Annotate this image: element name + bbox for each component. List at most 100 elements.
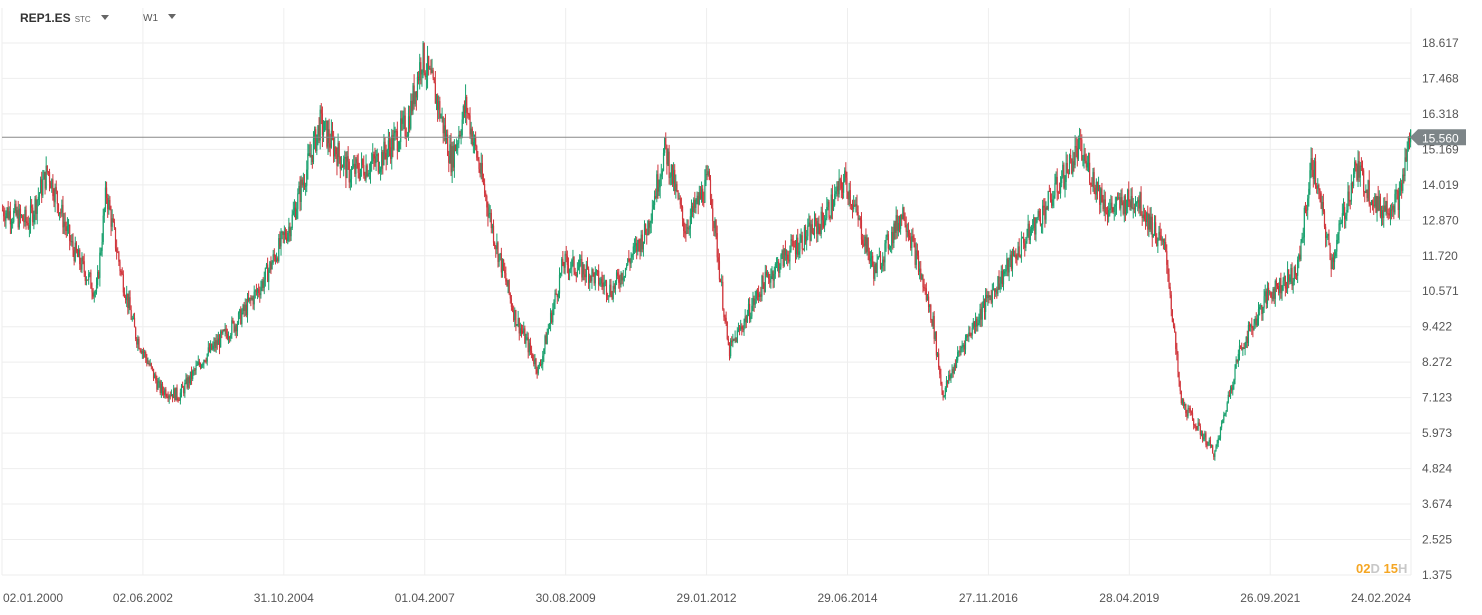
candle-body — [610, 284, 612, 296]
candle-body — [271, 262, 273, 270]
candle-body — [402, 117, 404, 124]
candle-body — [700, 188, 703, 199]
candle-body — [661, 170, 664, 175]
candle-body — [728, 345, 731, 357]
candle-body — [1019, 255, 1021, 257]
candle-body — [121, 271, 123, 275]
candle-body — [810, 224, 812, 241]
candle-body — [242, 305, 244, 314]
candle-body — [1319, 190, 1321, 194]
candle-body — [706, 174, 708, 176]
candle-body — [216, 340, 218, 345]
candle-body — [444, 125, 447, 140]
candle-body — [1038, 211, 1040, 217]
candle-body — [435, 95, 438, 104]
candle-body — [41, 179, 43, 196]
symbol-selector[interactable]: REP1.ES STC — [20, 11, 109, 25]
candle-body — [1333, 255, 1336, 263]
candle-body — [820, 211, 822, 235]
candle-body — [360, 159, 363, 169]
candle-body — [636, 243, 638, 252]
candle-body — [756, 291, 759, 294]
candle-body — [1068, 154, 1071, 175]
candle-body — [1125, 207, 1128, 215]
candle-body — [708, 171, 710, 180]
candle-body — [156, 380, 158, 390]
candle-body — [1374, 195, 1376, 207]
candle-body — [731, 340, 733, 343]
candle-body — [607, 295, 609, 297]
candle-body — [439, 101, 441, 118]
candle-body — [461, 119, 463, 136]
candle-body — [1157, 239, 1159, 247]
candle-body — [288, 226, 290, 233]
candle-body — [1047, 190, 1049, 210]
candle-body — [501, 259, 504, 273]
y-tick-label: 2.525 — [1422, 533, 1452, 547]
candle-body — [1357, 160, 1359, 180]
candle-body — [215, 340, 217, 348]
candle-body — [189, 371, 192, 384]
candle-body — [369, 163, 372, 174]
candle-body — [879, 255, 882, 269]
candle-body — [1276, 285, 1279, 287]
candle-body — [581, 259, 583, 278]
candle-body — [377, 154, 379, 173]
candle-body — [489, 212, 491, 214]
candle-body — [243, 305, 245, 311]
candle-body — [196, 364, 198, 366]
candle-body — [650, 220, 652, 223]
candle-body — [1260, 305, 1262, 308]
candle-body — [1255, 318, 1257, 326]
candle-body — [415, 91, 417, 98]
candle-body — [274, 256, 277, 262]
candle-body — [213, 342, 215, 346]
candle-body — [604, 281, 606, 283]
candle-body — [491, 225, 494, 229]
candle-body — [36, 200, 38, 214]
candle-body — [319, 109, 321, 141]
candle-body — [732, 338, 734, 343]
candle-body — [1190, 411, 1192, 413]
timeframe-selector[interactable]: W1 — [143, 13, 176, 24]
countdown-days: 02 — [1356, 561, 1371, 576]
candle-body — [938, 353, 940, 368]
candle-body — [648, 220, 650, 228]
candle-body — [1356, 165, 1358, 180]
candle-body — [414, 91, 416, 105]
candle-body — [969, 332, 971, 335]
candle-body — [347, 156, 349, 162]
candle-body — [1097, 185, 1100, 191]
candle-body — [1344, 207, 1346, 220]
candle-body — [849, 190, 851, 205]
candle-body — [256, 289, 259, 293]
candle-body — [792, 240, 794, 247]
y-tick-label: 9.422 — [1422, 320, 1452, 334]
candle-body — [412, 85, 414, 112]
candle-body — [497, 242, 499, 263]
candle-body — [746, 314, 749, 323]
candle-body — [50, 182, 52, 189]
candle-body — [562, 258, 564, 266]
candle-body — [749, 303, 751, 320]
candle-body — [359, 168, 362, 179]
candle-body — [490, 212, 492, 229]
candle-body — [1325, 226, 1327, 238]
candle-body — [182, 385, 184, 388]
candle-body — [372, 154, 374, 162]
candle-body — [789, 250, 791, 262]
candle-body — [260, 287, 262, 296]
candle-body — [1288, 269, 1290, 282]
candle-body — [627, 258, 629, 266]
candle-body — [38, 193, 41, 197]
candle-body — [534, 359, 536, 365]
candle-body — [1049, 191, 1052, 200]
candle-body — [600, 278, 602, 284]
candle-body — [934, 331, 936, 339]
candle-body — [903, 207, 905, 221]
candle-body — [483, 183, 486, 194]
candle-body — [577, 267, 580, 271]
candle-body — [632, 246, 634, 255]
candle-body — [948, 374, 950, 384]
